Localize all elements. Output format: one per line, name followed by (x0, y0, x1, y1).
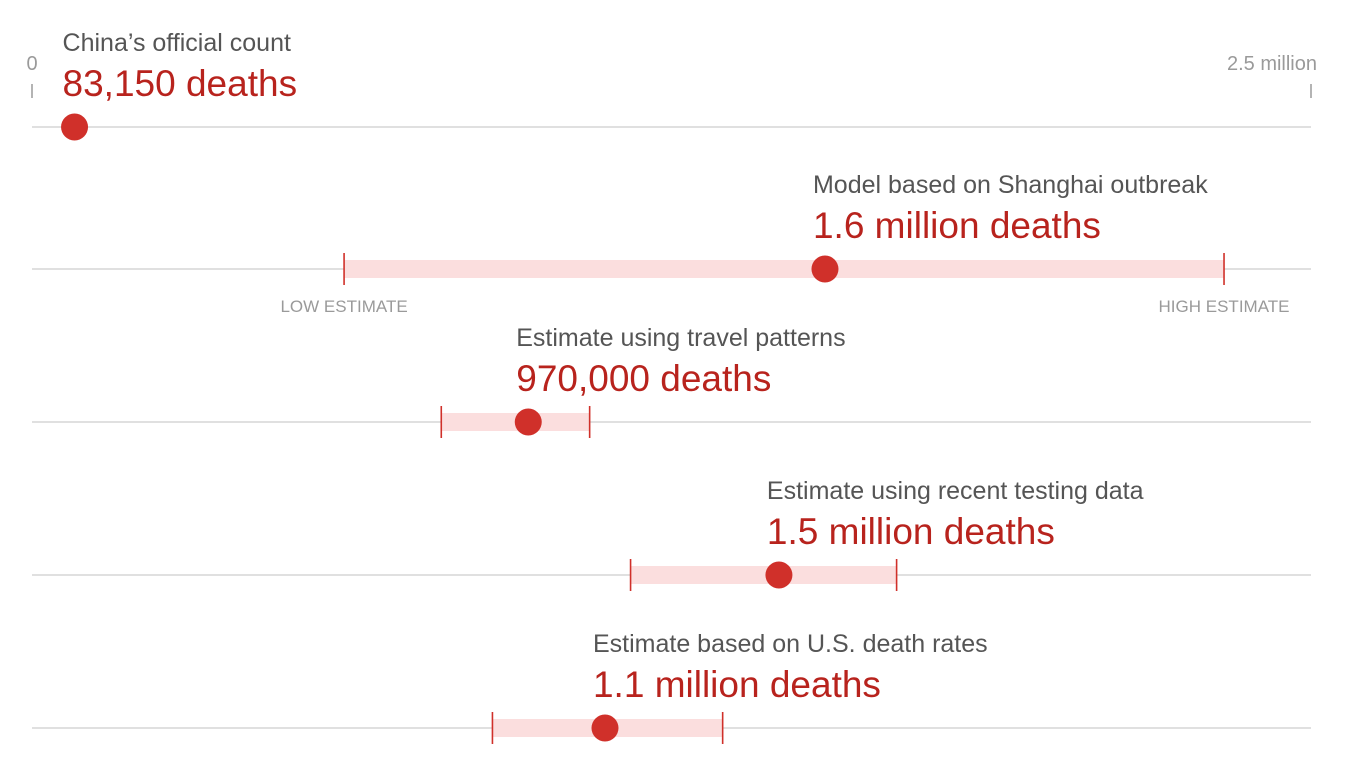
estimate-row: Estimate using recent testing data 1.5 mi… (32, 477, 1311, 591)
estimate-label: Model based on Shanghai outbreak (813, 171, 1208, 199)
range-band (630, 566, 897, 584)
estimate-row: Model based on Shanghai outbreak 1.6 mill… (32, 171, 1311, 285)
estimate-label: Estimate using travel patterns (516, 324, 845, 352)
estimate-point (765, 561, 793, 589)
estimate-value: 1.1 million deaths (593, 664, 881, 705)
axis: 0 2.5 million (26, 53, 1317, 98)
estimate-point (591, 714, 619, 742)
estimate-row: China’s official count 83,150 deaths (32, 29, 1311, 141)
estimate-row: Estimate using travel patterns 970,000 de… (32, 324, 1311, 438)
estimate-value: 1.5 million deaths (767, 511, 1055, 552)
estimate-point (61, 113, 89, 141)
estimate-value: 970,000 deaths (516, 358, 771, 399)
estimate-point (514, 408, 542, 436)
estimate-label: China’s official count (63, 29, 291, 57)
high-estimate-label: HIGH ESTIMATE (1159, 297, 1290, 316)
estimate-label: Estimate using recent testing data (767, 477, 1144, 505)
low-estimate-label: LOW ESTIMATE (280, 297, 407, 316)
estimate-rows: China’s official count 83,150 deaths Model… (32, 29, 1311, 744)
estimate-value: 83,150 deaths (63, 63, 298, 104)
axis-min-label: 0 (26, 53, 37, 75)
range-band (344, 260, 1225, 278)
estimate-value: 1.6 million deaths (813, 205, 1101, 246)
estimate-row: Estimate based on U.S. death rates 1.1 mi… (32, 630, 1311, 744)
estimate-point (811, 255, 839, 283)
range-labels: LOW ESTIMATE HIGH ESTIMATE (280, 297, 1289, 316)
axis-max-label: 2.5 million (1227, 53, 1317, 75)
estimate-label: Estimate based on U.S. death rates (593, 630, 988, 658)
